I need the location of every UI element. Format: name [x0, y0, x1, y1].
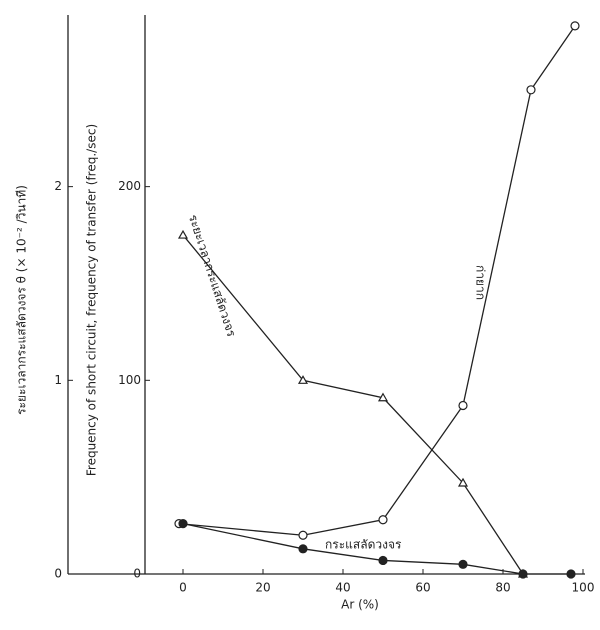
marker: [570, 21, 580, 31]
x-axis-title: Ar (%): [341, 598, 379, 612]
marker: [377, 392, 389, 402]
marker: [298, 530, 308, 540]
marker: [458, 559, 468, 569]
outer-axis-title: ระยะเวลากระแสลัดวงจร θ (× 10⁻² /วินาที): [15, 185, 29, 415]
y2-tick-label: 2: [54, 179, 62, 193]
series-label: กระแสลัดวงจร: [325, 538, 402, 552]
series-line: [182, 523, 571, 575]
y-tick-label: 100: [118, 373, 141, 387]
series-line: [182, 234, 524, 575]
x-tick-label: 60: [415, 581, 430, 595]
marker: [457, 477, 469, 487]
y-tick-label: 0: [133, 567, 141, 581]
y2-tick-label: 0: [54, 567, 62, 581]
y-tick-label: 200: [118, 179, 141, 193]
x-tick-label: 40: [335, 581, 350, 595]
series-line: [178, 25, 576, 536]
y2-tick-label: 1: [54, 373, 62, 387]
marker: [378, 515, 388, 525]
x-tick-label: 80: [495, 581, 510, 595]
marker: [177, 229, 189, 239]
x-tick-label: 20: [255, 581, 270, 595]
marker: [458, 400, 468, 411]
series-label: ระยะเวลากระแสลัดวงจร: [186, 213, 239, 339]
marker: [378, 555, 388, 566]
marker: [178, 519, 188, 529]
x-tick-label: 100: [572, 581, 595, 595]
inner-axis-title: Frequency of short circuit, frequency of…: [85, 124, 99, 476]
marker: [518, 569, 528, 579]
marker: [526, 85, 536, 95]
series-label: ก่ายาก: [474, 265, 488, 300]
marker: [566, 569, 576, 579]
x-tick-label: 0: [179, 581, 187, 595]
marker: [298, 544, 308, 554]
marker: [297, 375, 309, 384]
